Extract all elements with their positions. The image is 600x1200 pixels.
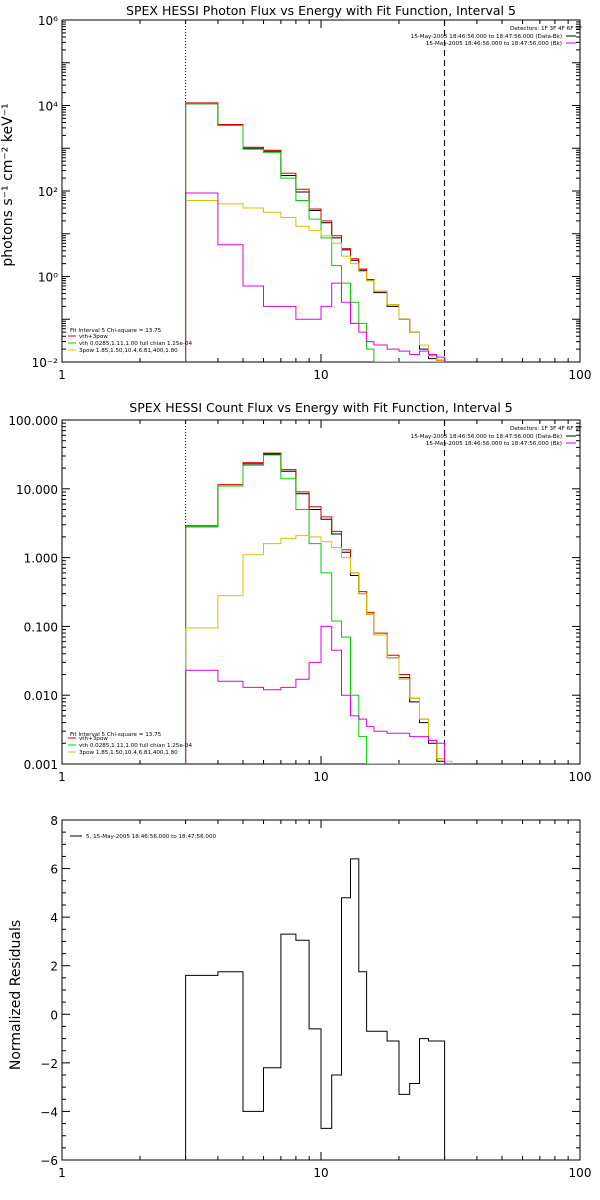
y-tick-label: 8 [50, 814, 58, 828]
series-line [185, 103, 445, 362]
x-tick-label: 1 [58, 1166, 66, 1180]
x-tick-label: 10 [313, 770, 328, 784]
x-tick-label: 100 [569, 770, 592, 784]
photon-detectors-label: Detectors: 1F 3F 4F 6F 9F [510, 26, 582, 32]
x-tick-label: 100 [569, 1166, 592, 1180]
x-tick-label: 10 [313, 368, 328, 382]
count-flux-panel: SPEX HESSI Count Flux vs Energy with Fit… [8, 400, 591, 784]
series-line [185, 453, 446, 764]
legend-label: 15-May-2005 18:46:56.000 to 18:47:56.000… [426, 441, 562, 447]
series-line [185, 454, 445, 764]
legend-label: vth+3pow [79, 736, 108, 742]
series-line [185, 858, 446, 1160]
plot-frame [61, 419, 581, 765]
y-tick-label: 100.000 [8, 414, 58, 428]
series-line [185, 192, 446, 362]
x-tick-label: 1 [58, 368, 66, 382]
series-line [185, 200, 446, 362]
count-detectors-label: Detectors: 1F 3F 4F 6F 9F [510, 426, 582, 432]
y-tick-label: 0.010 [24, 689, 58, 703]
x-tick-label: 100 [569, 368, 592, 382]
count-fit-label: Fit Interval 5 Chi-square = 13.75 [70, 732, 162, 738]
legend-label: 15-May-2005 18:46:56.000 to 18:47:56.000… [411, 434, 562, 440]
y-tick-label: 2 [50, 960, 58, 974]
y-tick-label: 10⁶ [38, 14, 58, 28]
y-tick-label: 6 [50, 863, 58, 877]
y-tick-label: −2 [40, 1057, 58, 1071]
y-tick-label: 10.000 [16, 483, 58, 497]
legend-label: 5, 15-May-2005 18:46:56.000 to 18:47:56.… [86, 834, 217, 840]
y-tick-label: 4 [50, 911, 58, 925]
y-tick-label: −4 [40, 1105, 58, 1119]
series-line [185, 452, 446, 764]
residuals-panel: Normalized Residuals 1 10 100 −6 −4 −2 0 2 4 6 8 5,… [8, 814, 591, 1180]
series-line [185, 534, 453, 764]
legend-label: vth 0.0285,1.11,1.00 full chian 1.25e-04 [79, 743, 192, 749]
photon-flux-panel: SPEX HESSI Photon Flux vs Energy with Fi… [0, 3, 591, 382]
legend-label: 15-May-2005 18:46:56.000 to 18:47:56.000… [411, 34, 562, 40]
legend-label: vth+3pow [79, 334, 108, 340]
y-tick-label: 1.000 [24, 552, 58, 566]
y-tick-label: 10⁴ [38, 100, 58, 114]
y-tick-label: 0.001 [24, 758, 58, 772]
y-tick-label: 10⁻² [32, 356, 59, 370]
legend-label: 15-May-2005 18:46:56.000 to 18:47:56.000… [426, 41, 562, 47]
legend-label: vth 0.0285,1.11,1.00 full chian 1.25e-04 [79, 341, 192, 347]
count-flux-title: SPEX HESSI Count Flux vs Energy with Fit… [129, 400, 512, 415]
x-tick-label: 10 [313, 1166, 328, 1180]
x-tick-label: 1 [58, 770, 66, 784]
y-tick-label: 0 [50, 1008, 58, 1022]
series-line [185, 103, 446, 362]
y-tick-label: 0.100 [24, 620, 58, 634]
photon-y-axis-label: photons s⁻¹ cm⁻² keV⁻¹ [0, 103, 16, 266]
series-line [185, 102, 446, 362]
legend-label: 3pow 1.85,1.50,10.4,6.81,400,1.80 [79, 750, 178, 756]
photon-flux-title: SPEX HESSI Photon Flux vs Energy with Fi… [126, 3, 516, 18]
y-tick-label: 10² [38, 185, 58, 199]
photon-fit-label: Fit Interval 5 Chi-square = 13.75 [70, 328, 162, 334]
y-tick-label: −6 [40, 1154, 58, 1168]
series-line [185, 625, 446, 764]
legend-label: 3pow 1.85,1.50,10.4,6.81,400,1.80 [79, 348, 178, 354]
y-tick-label: 10⁰ [38, 271, 58, 285]
residuals-y-axis-label: Normalized Residuals [8, 920, 24, 1070]
